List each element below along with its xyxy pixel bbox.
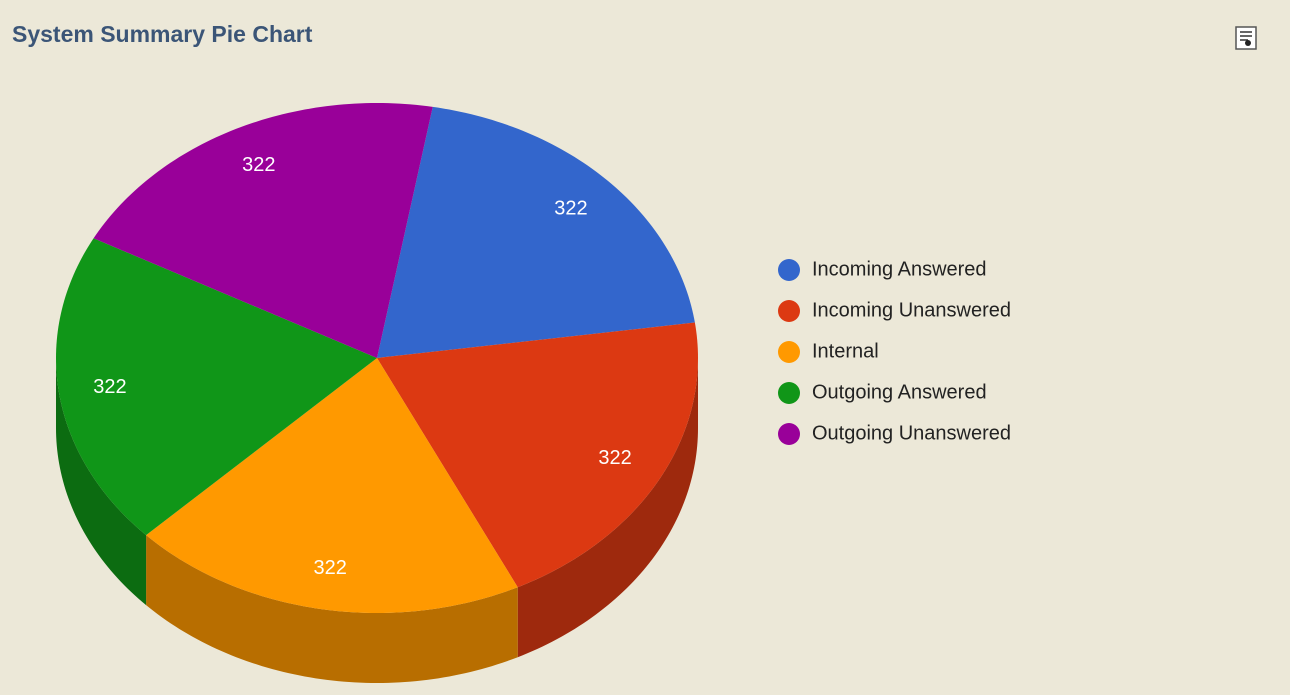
print-icon[interactable] [1235,26,1257,50]
slice-side [517,358,698,658]
legend-label: Outgoing Answered [812,381,987,403]
legend-marker [778,382,800,404]
pie-slice [93,103,433,358]
legend-marker [778,259,800,281]
legend-label: Outgoing Unanswered [812,422,1011,444]
legend-label: Internal [812,340,879,362]
pie-slice [56,238,377,536]
data-label: 322 [242,154,275,176]
legend-marker [778,300,800,322]
pie-slice [377,106,695,358]
data-label: 322 [598,447,631,469]
data-label: 322 [554,197,587,219]
slice-side [56,358,147,606]
data-label: 322 [313,557,346,579]
legend-label: Incoming Unanswered [812,299,1011,321]
pie-slice [377,322,698,588]
legend-marker [778,423,800,445]
legend-marker [778,341,800,363]
chart-title: System Summary Pie Chart [12,21,313,47]
legend-label: Incoming Answered [812,258,987,280]
pie-slice [146,358,518,613]
data-label: 322 [93,376,126,398]
slice-side [146,535,518,683]
